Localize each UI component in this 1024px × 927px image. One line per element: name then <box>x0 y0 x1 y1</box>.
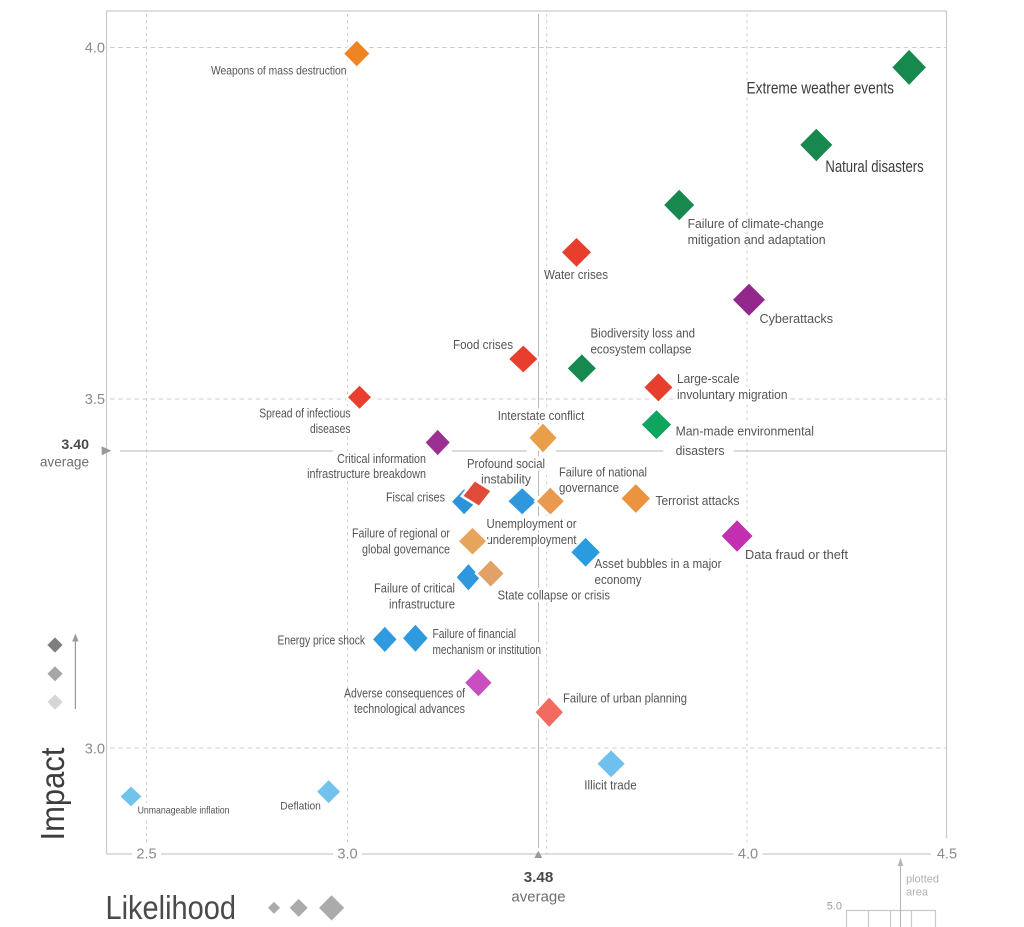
svg-text:infrastructure: infrastructure <box>389 597 455 611</box>
svg-text:5.0: 5.0 <box>827 900 842 912</box>
svg-text:Deflation: Deflation <box>280 800 321 812</box>
svg-text:Fiscal crises: Fiscal crises <box>386 490 445 504</box>
svg-text:ecosystem collapse: ecosystem collapse <box>591 342 692 356</box>
svg-text:Failure of climate-change: Failure of climate-change <box>688 217 824 231</box>
svg-text:global governance: global governance <box>362 542 450 556</box>
svg-text:economy: economy <box>595 573 643 587</box>
svg-text:mitigation and adaptation: mitigation and adaptation <box>688 233 826 247</box>
svg-text:Likelihood: Likelihood <box>106 889 237 926</box>
svg-text:Impact: Impact <box>35 747 72 841</box>
svg-text:4.5: 4.5 <box>937 847 957 863</box>
svg-text:Adverse consequences of: Adverse consequences of <box>344 686 465 700</box>
svg-text:Biodiversity loss and: Biodiversity loss and <box>591 326 696 340</box>
svg-text:Energy price shock: Energy price shock <box>278 633 366 647</box>
svg-text:2.5: 2.5 <box>136 847 156 863</box>
svg-text:Man-made environmental: Man-made environmental <box>676 424 814 438</box>
svg-text:Terrorist attacks: Terrorist attacks <box>656 494 740 508</box>
svg-text:diseases: diseases <box>310 422 351 436</box>
svg-text:technological advances: technological advances <box>354 702 465 716</box>
svg-text:Unmanageable inflation: Unmanageable inflation <box>138 806 230 817</box>
svg-text:4.0: 4.0 <box>738 847 758 863</box>
svg-text:plotted: plotted <box>906 873 939 885</box>
svg-text:Data fraud or theft: Data fraud or theft <box>745 548 848 562</box>
svg-text:average: average <box>511 889 565 906</box>
svg-text:Failure of financial: Failure of financial <box>433 627 517 641</box>
svg-text:Interstate conflict: Interstate conflict <box>498 409 585 423</box>
svg-text:3.5: 3.5 <box>85 392 105 408</box>
svg-text:Cyberattacks: Cyberattacks <box>760 312 834 326</box>
svg-text:4.0: 4.0 <box>85 41 105 57</box>
svg-text:Illicit trade: Illicit trade <box>584 778 636 792</box>
svg-text:Natural disasters: Natural disasters <box>825 157 923 176</box>
svg-text:Weapons of mass destruction: Weapons of mass destruction <box>211 65 347 78</box>
svg-text:Failure of urban planning: Failure of urban planning <box>563 691 687 705</box>
svg-text:Critical information: Critical information <box>337 452 426 466</box>
svg-text:involuntary migration: involuntary migration <box>677 388 788 402</box>
svg-text:Profound social: Profound social <box>467 457 545 471</box>
svg-text:mechanism or institution: mechanism or institution <box>433 643 542 657</box>
svg-text:instability: instability <box>481 472 532 486</box>
svg-text:Unemployment or: Unemployment or <box>487 517 577 531</box>
svg-text:underemployment: underemployment <box>487 533 577 547</box>
svg-text:Failure of regional or: Failure of regional or <box>352 526 450 540</box>
svg-text:governance: governance <box>559 481 619 495</box>
svg-text:infrastructure breakdown: infrastructure breakdown <box>307 467 426 481</box>
svg-text:Failure of critical: Failure of critical <box>374 581 455 595</box>
svg-text:Extreme weather events: Extreme weather events <box>747 78 895 97</box>
svg-text:3.48: 3.48 <box>524 869 554 886</box>
svg-text:3.40: 3.40 <box>61 437 89 453</box>
svg-text:Failure of national: Failure of national <box>559 465 647 479</box>
svg-text:Water crises: Water crises <box>544 268 608 282</box>
svg-text:3.0: 3.0 <box>337 847 357 863</box>
svg-text:area: area <box>906 886 929 898</box>
svg-text:Spread of infectious: Spread of infectious <box>259 406 350 420</box>
svg-text:Large-scale: Large-scale <box>677 372 740 386</box>
svg-text:Asset bubbles in a major: Asset bubbles in a major <box>595 557 722 571</box>
svg-text:State collapse or crisis: State collapse or crisis <box>498 588 610 602</box>
svg-text:3.0: 3.0 <box>85 742 105 758</box>
svg-text:disasters: disasters <box>676 444 725 458</box>
svg-text:Food crises: Food crises <box>453 338 513 352</box>
svg-text:average: average <box>40 455 89 470</box>
